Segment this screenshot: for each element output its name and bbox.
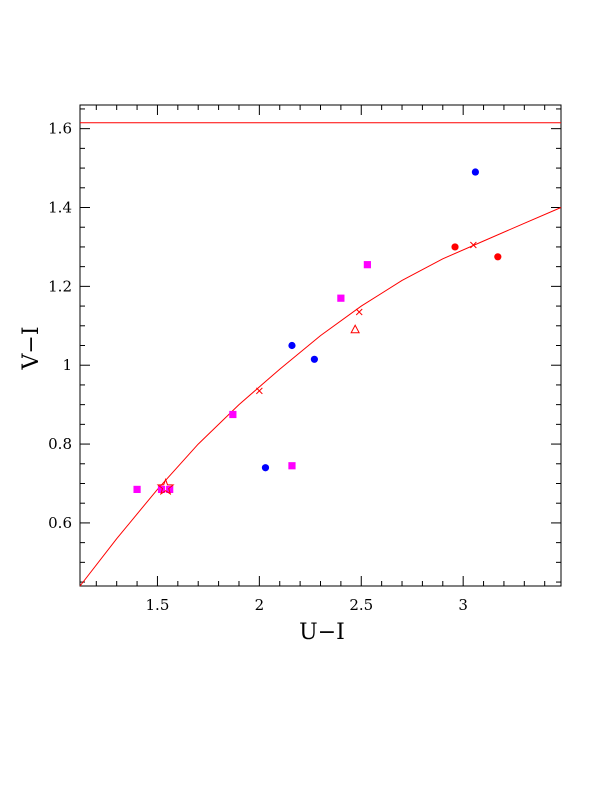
data-point-cross	[256, 387, 263, 395]
y-tick-label: 1.6	[48, 120, 72, 138]
plot-frame	[79, 104, 562, 587]
data-point-square	[363, 261, 371, 269]
x-tick-label: 2	[255, 596, 265, 614]
x-tick-label: 1.5	[146, 596, 170, 614]
data-point-square	[166, 485, 174, 494]
y-tick-label: 1	[62, 356, 72, 374]
data-point-circle	[288, 341, 296, 350]
x-tick-label: 2.5	[349, 596, 373, 614]
data-point-circle	[494, 253, 502, 261]
x-axis-title: U−I	[299, 620, 345, 645]
data-point-square	[133, 485, 141, 494]
y-tick-label: 0.8	[48, 435, 72, 453]
data-point-circle	[310, 355, 318, 363]
data-point-triangle	[350, 324, 360, 334]
data-point-square	[157, 485, 166, 494]
data-point-circle	[261, 464, 270, 472]
data-point-star	[156, 477, 175, 496]
y-axis-title: V−I	[19, 326, 44, 370]
y-tick-label: 1.2	[48, 277, 72, 295]
data-point-square	[229, 410, 237, 419]
data-point-circle	[471, 168, 479, 176]
data-points	[133, 168, 502, 496]
x-tick-label: 3	[458, 596, 468, 614]
data-point-square	[337, 294, 345, 302]
data-point-cross	[355, 308, 363, 316]
data-point-square	[288, 462, 296, 470]
y-tick-label: 0.6	[48, 514, 72, 532]
data-point-cross	[470, 241, 477, 249]
fit-curve	[79, 207, 562, 587]
axis-ticks	[80, 105, 561, 586]
data-point-circle	[451, 243, 459, 251]
y-tick-label: 1.4	[48, 199, 72, 217]
